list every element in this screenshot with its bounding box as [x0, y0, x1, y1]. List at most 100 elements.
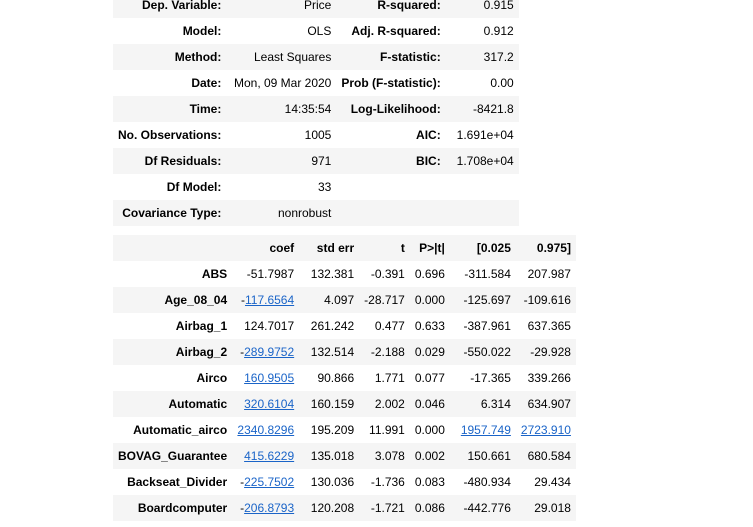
t-stat-cell: -28.717 [359, 287, 410, 313]
ci-upper-cell: 2723.910 [515, 417, 576, 443]
coef-link[interactable]: 320.6104 [244, 397, 295, 411]
std-err-cell: 120.208 [299, 495, 360, 521]
ci-upper-cell: 339.266 [515, 365, 576, 391]
p-value-cell: 0.696 [409, 261, 450, 287]
coef-link[interactable]: 289.9752 [244, 345, 295, 359]
ci-lower-cell: 6.314 [449, 391, 516, 417]
table-row: ABS -51.7987 132.381 -0.391 0.696 -311.584 207… [113, 261, 576, 287]
ci-lower-cell: -480.934 [449, 469, 516, 495]
ci-upper-value: -109.616 [523, 293, 571, 307]
summary-key-left: Df Residuals: [113, 148, 227, 174]
summary-value-right: 1.691e+04 [445, 122, 519, 148]
summary-key-right: Log-Likelihood: [336, 96, 446, 122]
row-variable-name: Automatic [113, 391, 233, 417]
summary-key-left: Method: [113, 44, 227, 70]
coef-cell: -206.8793 [232, 495, 300, 521]
coef-sign: - [240, 475, 245, 489]
header-cell-p-value: P>|t| [409, 235, 450, 261]
summary-key-right: Prob (F-statistic): [336, 70, 446, 96]
coef-link[interactable]: 2340.8296 [237, 423, 295, 437]
summary-row: Df Model: 33 [113, 174, 519, 200]
coef-value: -51.7987 [246, 267, 295, 281]
t-stat-cell: 11.991 [359, 417, 410, 443]
coef-value: 124.7017 [244, 319, 295, 333]
coef-cell: 124.7017 [232, 313, 300, 339]
p-value-cell: 0.000 [409, 287, 450, 313]
summary-value-right: 0.912 [445, 18, 519, 44]
row-variable-name: Backseat_Divider [113, 469, 233, 495]
model-summary-table: Dep. Variable: Price R-squared: 0.915 Model:… [113, 0, 519, 226]
table-row: Airbag_1 124.7017 261.242 0.477 0.633 -387.96… [113, 313, 576, 339]
coef-cell: 160.9505 [232, 365, 300, 391]
table-row: Backseat_Divider -225.7502 130.036 -1.736 0.… [113, 469, 576, 495]
summary-value-left: 14:35:54 [226, 96, 337, 122]
summary-key-right [336, 200, 446, 226]
header-cell-ci-lower: [0.025 [449, 235, 516, 261]
ci-upper-cell: 637.365 [515, 313, 576, 339]
summary-key-left: Covariance Type: [113, 200, 227, 226]
header-row: coef std err t P>|t| [0.025 0.975] [113, 235, 576, 261]
coefficient-table-body: ABS -51.7987 132.381 -0.391 0.696 -311.584 207… [113, 261, 576, 521]
summary-key-right: Adj. R-squared: [336, 18, 446, 44]
summary-value-right [445, 174, 519, 200]
std-err-cell: 261.242 [299, 313, 360, 339]
header-cell-std-err: std err [299, 235, 360, 261]
t-stat-cell: 1.771 [359, 365, 410, 391]
summary-value-left: OLS [226, 18, 337, 44]
ci-upper-value: 680.584 [527, 449, 571, 463]
summary-key-left: Date: [113, 70, 227, 96]
summary-value-right: -8421.8 [445, 96, 519, 122]
summary-row: Dep. Variable: Price R-squared: 0.915 [113, 0, 519, 18]
std-err-cell: 160.159 [299, 391, 360, 417]
ci-lower-link[interactable]: 1957.749 [460, 423, 511, 437]
row-variable-name: Airbag_1 [113, 313, 233, 339]
ci-lower-cell: 150.661 [449, 443, 516, 469]
p-value-cell: 0.633 [409, 313, 450, 339]
ci-lower-cell: -550.022 [449, 339, 516, 365]
coef-link[interactable]: 225.7502 [244, 475, 295, 489]
row-variable-name: ABS [113, 261, 233, 287]
ci-lower-value: -125.697 [463, 293, 511, 307]
row-variable-name: Airbag_2 [113, 339, 233, 365]
summary-value-left: 971 [226, 148, 337, 174]
summary-value-left: 1005 [226, 122, 337, 148]
std-err-cell: 132.514 [299, 339, 360, 365]
ci-upper-value: 29.434 [534, 475, 571, 489]
coef-cell: 415.6229 [232, 443, 300, 469]
summary-key-left: Dep. Variable: [113, 0, 227, 18]
coef-cell: -51.7987 [232, 261, 300, 287]
coef-link[interactable]: 160.9505 [244, 371, 295, 385]
coef-link[interactable]: 117.6564 [244, 293, 295, 307]
summary-key-left: Model: [113, 18, 227, 44]
ci-lower-cell: -17.365 [449, 365, 516, 391]
ci-upper-cell: -109.616 [515, 287, 576, 313]
ci-lower-value: -442.776 [463, 501, 511, 515]
t-stat-cell: 3.078 [359, 443, 410, 469]
coef-link[interactable]: 415.6229 [244, 449, 295, 463]
ci-upper-cell: 680.584 [515, 443, 576, 469]
coef-link[interactable]: 206.8793 [244, 501, 295, 515]
std-err-cell: 132.381 [299, 261, 360, 287]
ci-upper-cell: 634.907 [515, 391, 576, 417]
ci-upper-value: -29.928 [530, 345, 571, 359]
std-err-cell: 195.209 [299, 417, 360, 443]
summary-row: Df Residuals: 971 BIC: 1.708e+04 [113, 148, 519, 174]
ci-upper-value: 637.365 [527, 319, 571, 333]
row-variable-name: Automatic_airco [113, 417, 233, 443]
ci-upper-link[interactable]: 2723.910 [520, 423, 571, 437]
p-value-cell: 0.000 [409, 417, 450, 443]
coefficient-table-header: coef std err t P>|t| [0.025 0.975] [113, 235, 576, 261]
summary-key-left: No. Observations: [113, 122, 227, 148]
p-value-cell: 0.077 [409, 365, 450, 391]
ci-lower-cell: -442.776 [449, 495, 516, 521]
summary-key-right [336, 174, 446, 200]
coef-cell: -289.9752 [232, 339, 300, 365]
std-err-cell: 135.018 [299, 443, 360, 469]
summary-value-right: 317.2 [445, 44, 519, 70]
ci-upper-cell: 29.018 [515, 495, 576, 521]
p-value-cell: 0.046 [409, 391, 450, 417]
ci-upper-cell: 29.434 [515, 469, 576, 495]
coef-cell: -117.6564 [232, 287, 300, 313]
summary-value-right: 0.00 [445, 70, 519, 96]
summary-row: Time: 14:35:54 Log-Likelihood: -8421.8 [113, 96, 519, 122]
